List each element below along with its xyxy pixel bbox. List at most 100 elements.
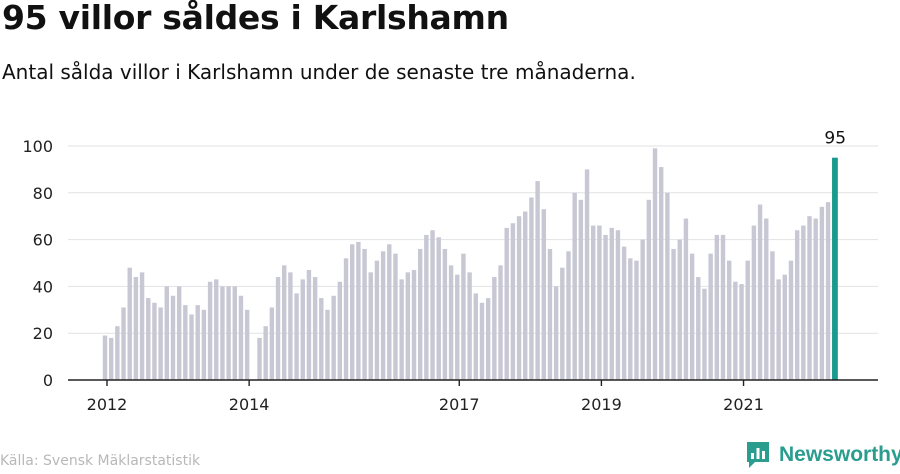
bar [380,251,386,380]
bar [708,253,713,380]
bar [430,230,435,380]
x-tick-label: 2021 [723,395,764,414]
bar [498,265,503,380]
bar [467,272,472,380]
bar [189,314,194,380]
bar-highlight [832,157,838,380]
y-axis-ticks: 0 20 40 60 80 100 [22,137,53,390]
bar [640,239,645,380]
bar [807,216,812,380]
bar [455,274,460,380]
bar [683,218,689,380]
bar [584,169,590,380]
bar [535,181,540,380]
bar [374,260,380,380]
source-note: Källa: Svensk Mäklarstatistik [0,453,201,469]
bar [294,293,299,380]
bar [702,288,707,380]
y-tick-label: 60 [33,231,53,250]
bar [461,253,466,380]
bar [696,277,701,380]
x-axis-ticks: 2012 2014 2017 2019 2021 [87,380,764,414]
bar [751,225,757,380]
chart-subtitle: Antal sålda villor i Karlshamn under de … [2,60,636,84]
bar [813,218,818,380]
bar [127,267,132,380]
bar [387,244,392,380]
y-tick-label: 20 [33,324,53,343]
y-tick-label: 80 [33,184,53,203]
bar [485,298,491,380]
bar [115,326,120,380]
bar [492,277,497,380]
bar [801,225,806,380]
bar [405,272,411,380]
brand-name: Newsworthy [779,443,900,466]
bar [257,337,262,380]
bar [207,281,213,380]
bar [529,197,534,380]
bar [238,295,244,380]
bar [479,302,485,380]
x-tick-label: 2012 [87,395,128,414]
bar [436,237,441,380]
bar [677,239,682,380]
bar [652,148,658,380]
bar [133,277,139,380]
bar [102,335,108,380]
bar [560,267,565,380]
bar [819,206,825,380]
bar [244,309,250,380]
bar [108,337,114,380]
bar [282,265,287,380]
bar [306,270,312,380]
bar [603,234,608,380]
bar [417,248,423,380]
bar [362,248,367,380]
bar [553,286,559,380]
bar [659,167,664,380]
bar [572,192,577,380]
bar [739,284,744,380]
bar [770,251,775,380]
bar [504,227,509,380]
bar [312,277,318,380]
bar [399,279,404,380]
bar [646,199,652,380]
bar [733,281,738,380]
x-tick-label: 2019 [581,395,622,414]
bar [226,286,231,380]
bar [337,281,343,380]
bar [720,234,726,380]
bar [121,307,126,380]
bar [726,260,732,380]
bar [689,253,695,380]
bar [510,223,516,380]
bar [621,246,627,380]
bar [609,227,614,380]
bar [356,241,361,380]
bar [714,234,720,380]
bar [331,295,336,380]
bar [232,286,237,380]
bar [825,202,831,380]
bar [615,230,621,380]
bar [424,234,429,380]
bar [152,302,157,380]
bar [634,260,639,380]
bar [448,265,454,380]
data-labels: 95 [824,129,846,149]
x-tick-label: 2014 [229,395,270,414]
highlight-data-label: 95 [824,129,846,149]
bar [288,272,293,380]
bar [275,277,281,380]
bar [350,244,355,380]
bar [473,293,478,380]
x-tick-label: 2017 [439,395,480,414]
bar [183,305,188,380]
bar [671,248,676,380]
bar [368,272,373,380]
bar [263,326,268,380]
bar [788,260,794,380]
bar [411,270,417,380]
